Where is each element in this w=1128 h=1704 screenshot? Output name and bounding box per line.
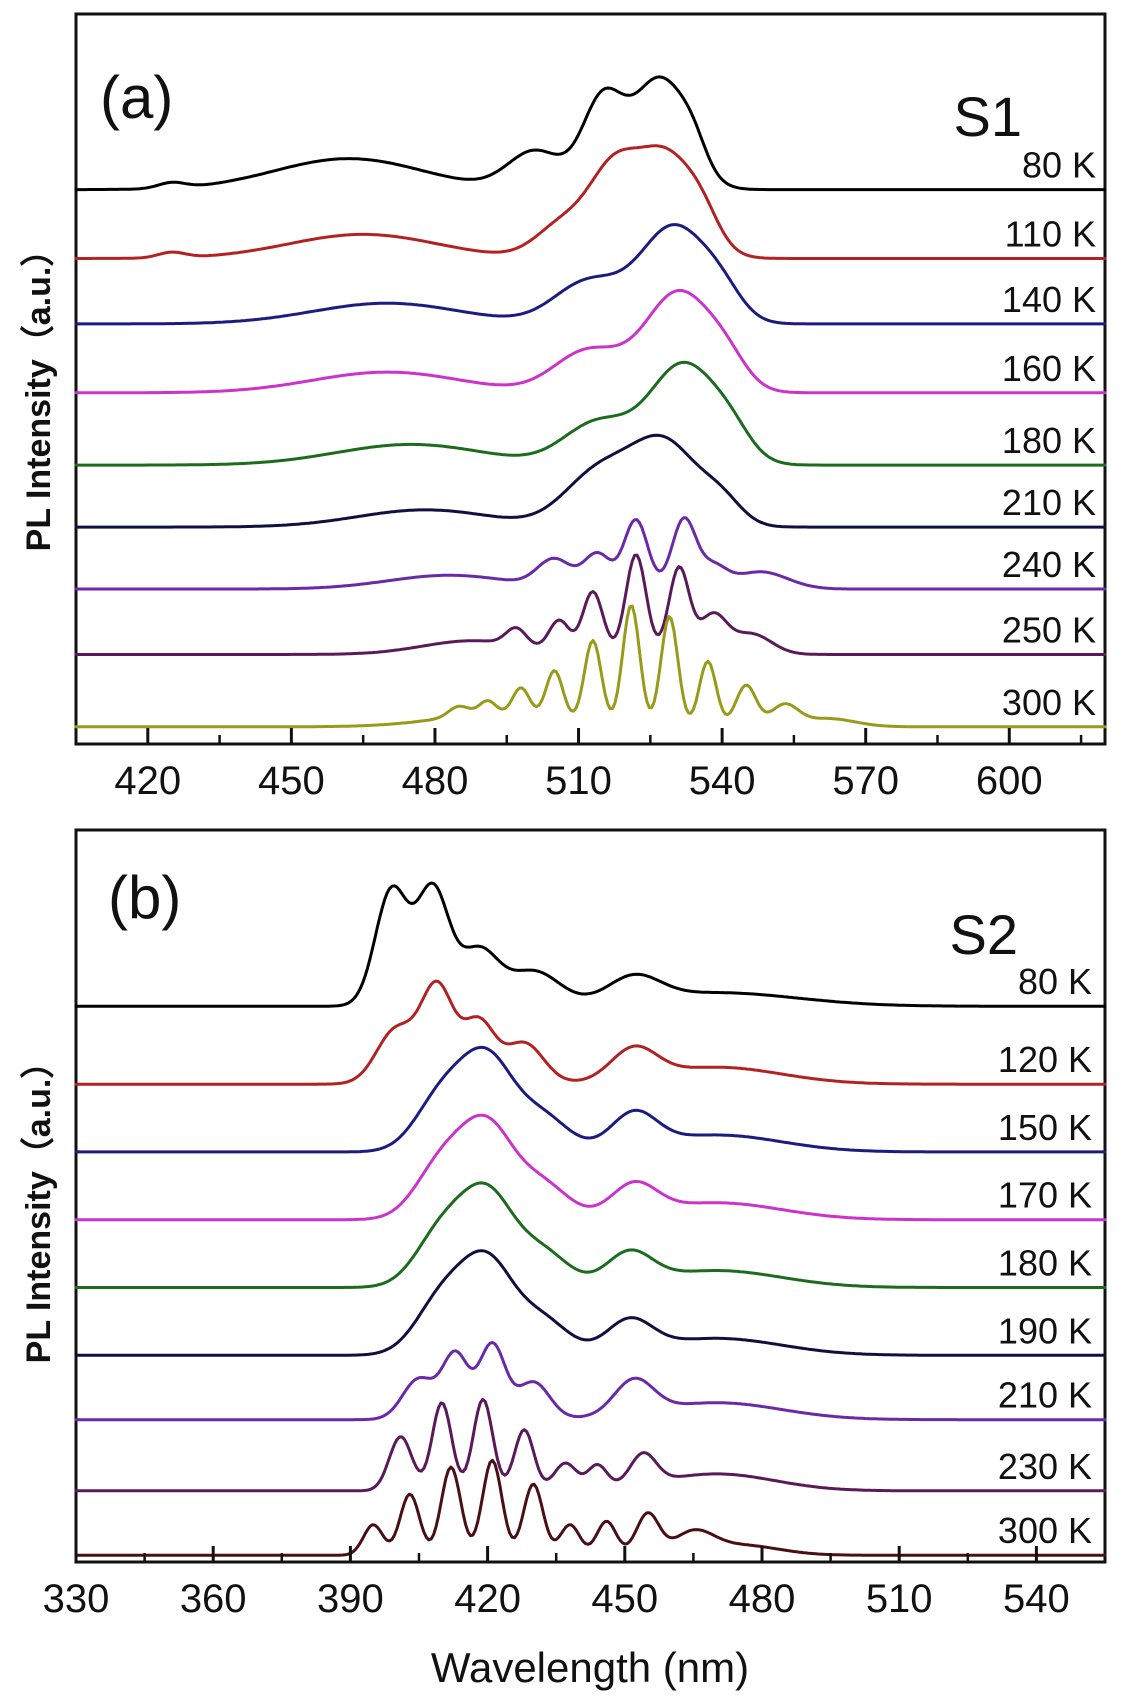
panel-a-curve-110k <box>74 144 1107 260</box>
panel-b-curve-230k <box>74 1397 1107 1493</box>
panel-b-temp-label-170k: 170 K <box>998 1175 1092 1216</box>
panel-a-curve-250k <box>74 553 1107 656</box>
panel-b-temp-label-120k: 120 K <box>998 1039 1092 1080</box>
panel-b: 80 K 120 K 150 K 170 K 180 K 190 K 210 K 230 K 3… <box>19 828 1107 1691</box>
panel-b-temp-label-230k: 230 K <box>998 1446 1092 1487</box>
panel-a-y-axis-label: PL Intensity（a.u.） <box>19 233 58 552</box>
panel-b-curve-300k <box>74 1458 1107 1557</box>
panel-a-temp-label-160k: 160 K <box>1002 348 1096 389</box>
panel-a-x-tick-label-540: 540 <box>689 759 756 803</box>
x-axis-label: Wavelength (nm) <box>431 1644 749 1691</box>
panel-a-temp-label-80k: 80 K <box>1022 145 1096 186</box>
panel-a-x-ticks: 420 450 480 510 540 570 600 <box>114 728 1083 803</box>
panel-a-temp-label-110k: 110 K <box>1005 214 1096 255</box>
panel-a-x-tick-label-570: 570 <box>832 759 899 803</box>
panel-b-temp-label-190k: 190 K <box>998 1310 1092 1351</box>
panel-a-frame <box>74 12 1107 746</box>
panel-b-x-ticks: 330 360 390 420 450 480 510 540 <box>43 1546 1070 1621</box>
panel-a-curve-140k <box>74 223 1107 326</box>
panel-a-temp-label-140k: 140 K <box>1002 279 1096 320</box>
panel-b-temp-label-300k: 300 K <box>998 1510 1092 1551</box>
panel-a-curve-160k <box>74 289 1107 395</box>
panel-a-x-tick-label-420: 420 <box>114 759 181 803</box>
panel-a-sample-label: S1 <box>954 85 1023 148</box>
panel-b-x-tick-label-420: 420 <box>454 1577 521 1621</box>
panel-b-curve-190k <box>74 1249 1107 1357</box>
panel-a-label: (a) <box>100 64 173 131</box>
panel-b-frame <box>74 828 1107 1564</box>
panel-b-x-tick-label-540: 540 <box>1003 1577 1070 1621</box>
panel-b-y-axis-label: PL Intensity（a.u.） <box>19 1045 58 1364</box>
panel-a-curve-240k <box>74 516 1107 591</box>
panel-b-curves <box>74 881 1107 1557</box>
panel-a-temp-label-180k: 180 K <box>1002 420 1096 461</box>
panel-b-temp-label-150k: 150 K <box>998 1107 1092 1148</box>
panel-a-x-tick-label-450: 450 <box>258 759 325 803</box>
panel-a-curve-180k <box>74 360 1107 467</box>
panel-b-x-tick-label-390: 390 <box>317 1577 384 1621</box>
panel-a-temperature-labels: 80 K 110 K 140 K 160 K 180 K 210 K 240 K 250 K 3… <box>1002 145 1096 723</box>
panel-a-temp-label-210k: 210 K <box>1002 482 1096 523</box>
panel-b-temp-label-210k: 210 K <box>998 1375 1092 1416</box>
panel-b-x-tick-label-480: 480 <box>729 1577 796 1621</box>
panel-a-curve-300k <box>74 604 1107 729</box>
panel-a-temp-label-300k: 300 K <box>1002 682 1096 723</box>
panel-b-curve-150k <box>74 1045 1107 1154</box>
panel-a-x-tick-label-600: 600 <box>976 759 1043 803</box>
panel-b-x-tick-label-360: 360 <box>180 1577 247 1621</box>
panel-b-x-tick-label-510: 510 <box>866 1577 933 1621</box>
panel-b-curve-180k <box>74 1181 1107 1289</box>
panel-b-curve-210k <box>74 1341 1107 1422</box>
panel-a-temp-label-250k: 250 K <box>1002 610 1096 651</box>
panel-a-curve-210k <box>74 433 1107 529</box>
panel-a-temp-label-240k: 240 K <box>1002 544 1096 585</box>
panel-a-x-tick-label-510: 510 <box>545 759 612 803</box>
panel-a-curve-80k <box>74 75 1107 192</box>
panel-b-temperature-labels: 80 K 120 K 150 K 170 K 180 K 190 K 210 K 230 K 3… <box>998 961 1092 1551</box>
panel-a-x-tick-label-480: 480 <box>402 759 469 803</box>
panel-b-curve-80k <box>74 881 1107 1008</box>
panel-b-sample-label: S2 <box>950 903 1019 966</box>
panel-b-x-tick-label-450: 450 <box>591 1577 658 1621</box>
panel-b-x-tick-label-330: 330 <box>43 1577 110 1621</box>
panel-b-temp-label-180k: 180 K <box>998 1243 1092 1284</box>
panel-b-temp-label-80k: 80 K <box>1018 961 1092 1002</box>
panel-b-label: (b) <box>108 864 181 931</box>
panel-a-curves <box>74 75 1107 729</box>
panel-a: 80 K 110 K 140 K 160 K 180 K 210 K 240 K 250 K 3… <box>19 12 1107 803</box>
panel-b-curve-170k <box>74 1113 1107 1222</box>
panel-b-curve-120k <box>74 979 1107 1086</box>
